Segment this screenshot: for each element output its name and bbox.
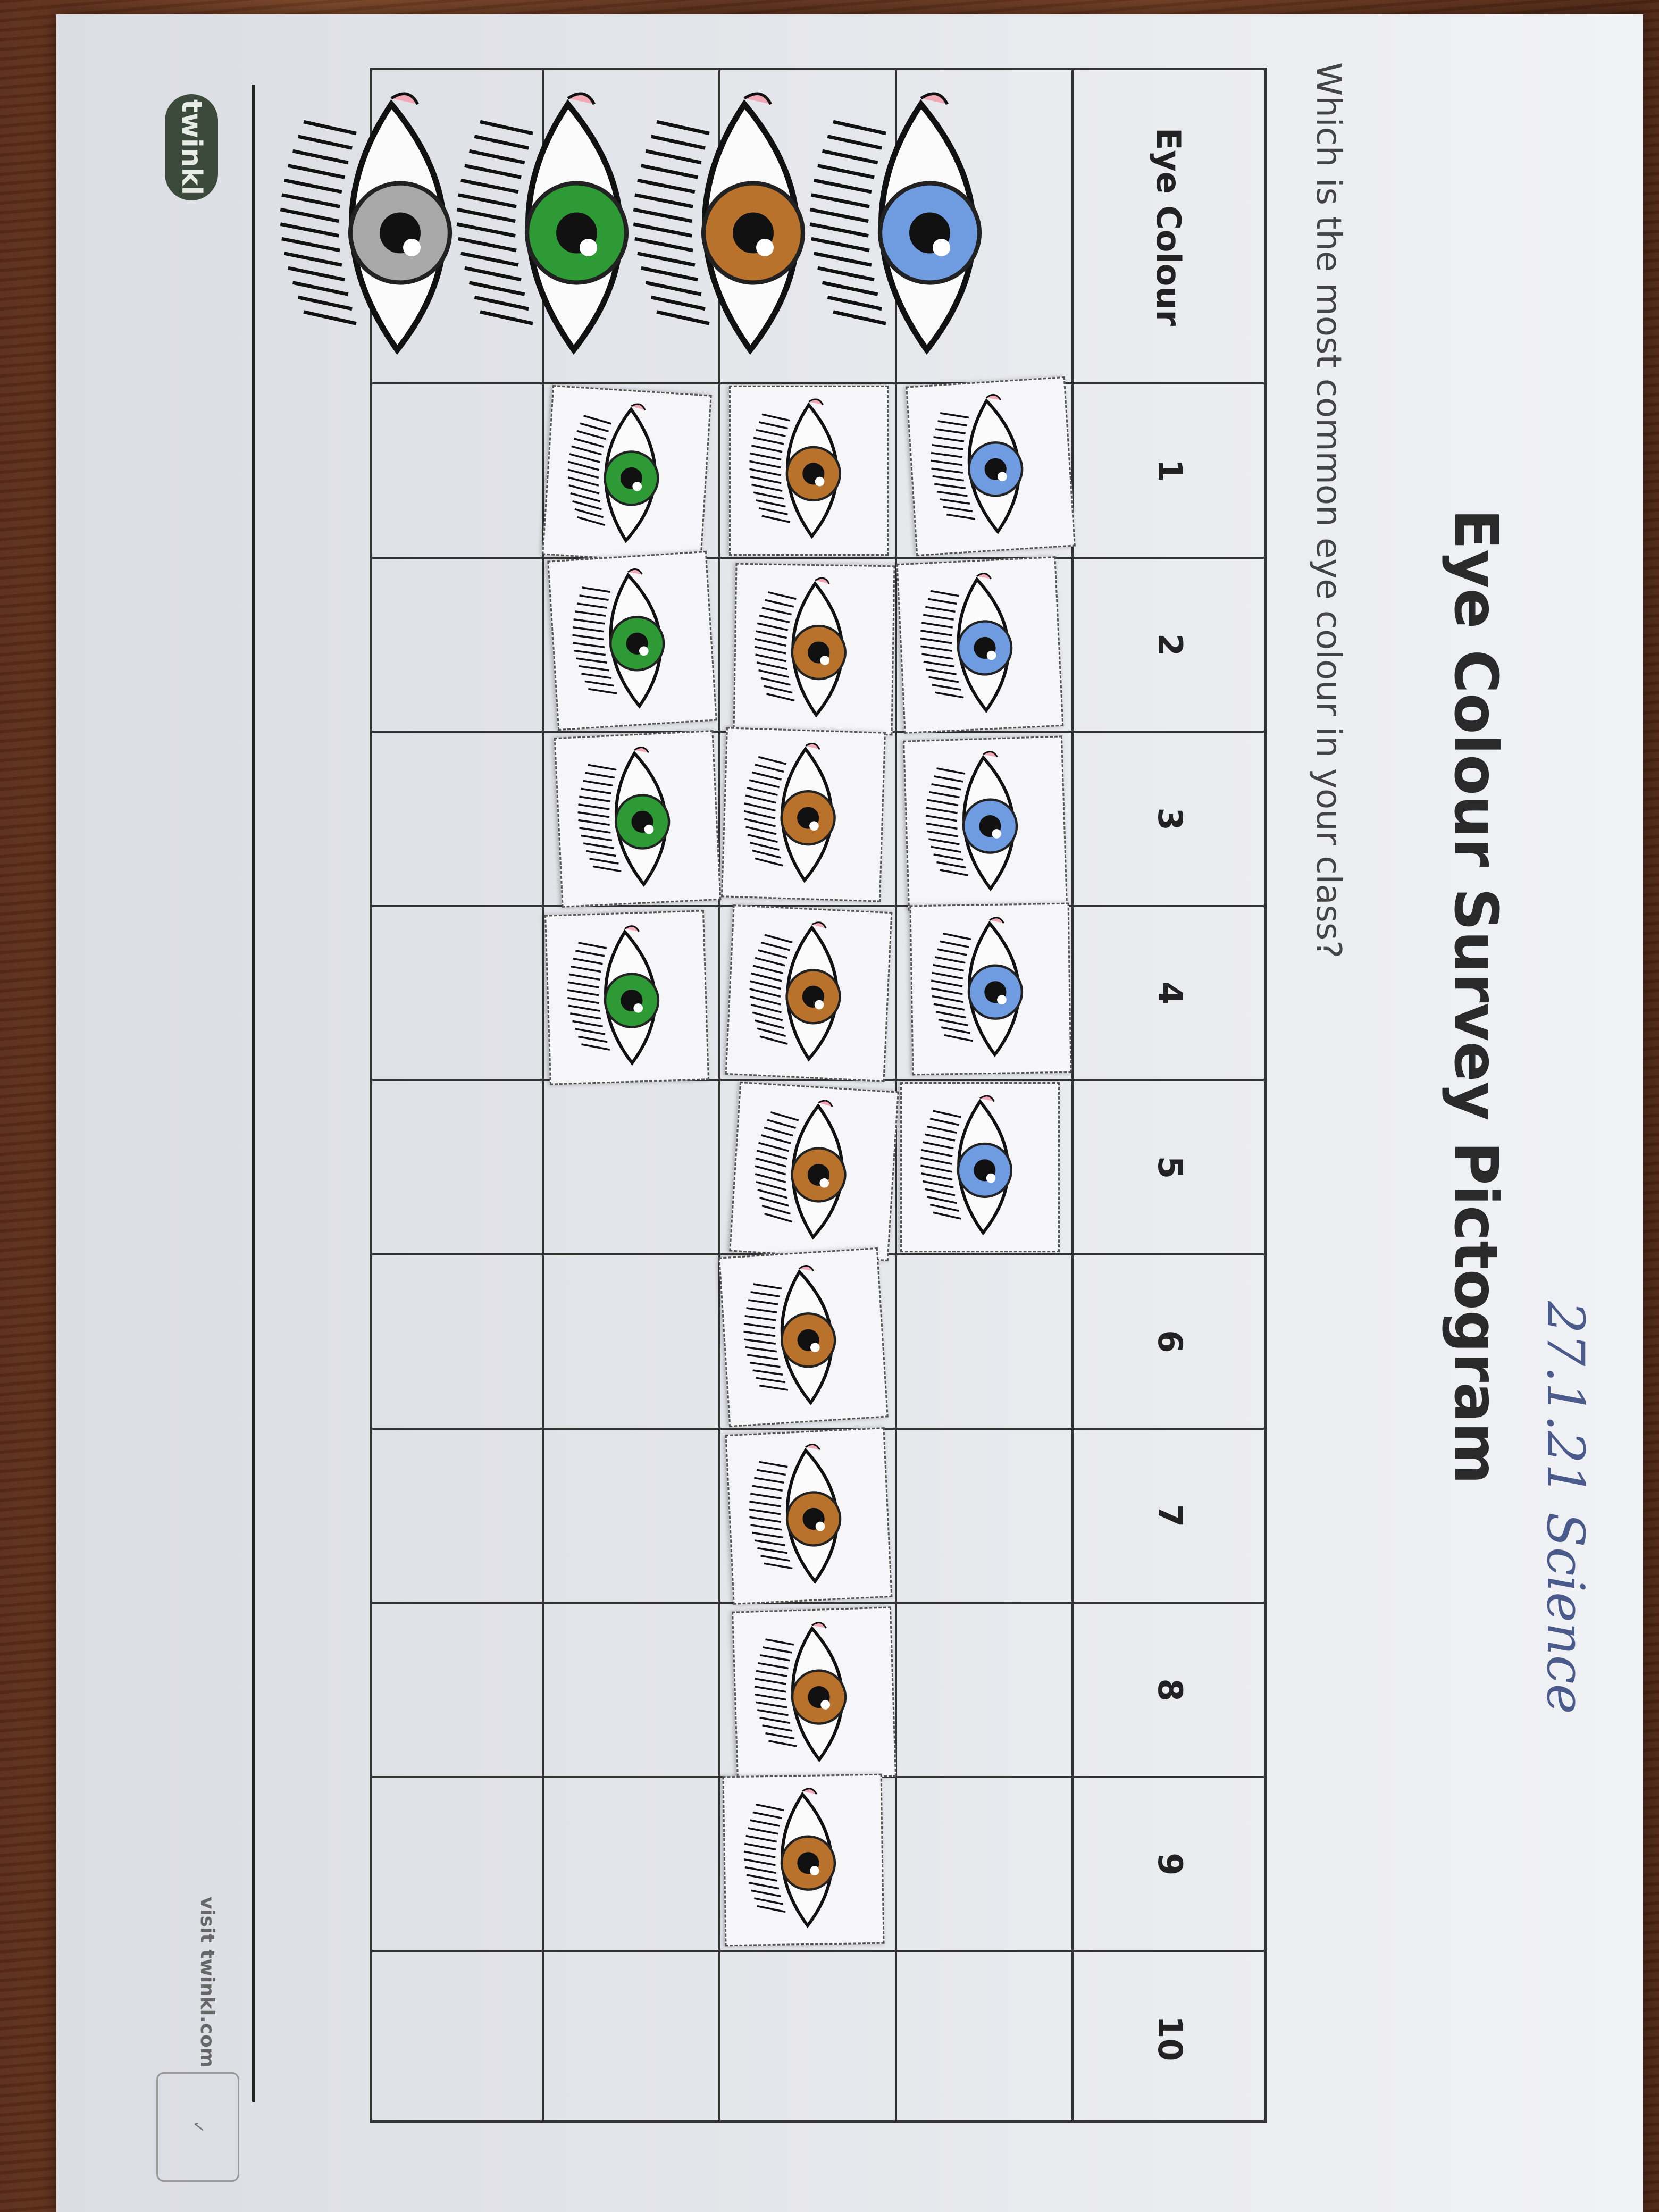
- column-number-label: 4: [1151, 982, 1189, 1005]
- blue-eye-sticker: [903, 735, 1068, 911]
- column-number-label: 8: [1151, 1678, 1189, 1702]
- footer-link: visit twinkl.com: [196, 1897, 218, 2068]
- column-number-label: 7: [1151, 1504, 1189, 1528]
- grid-column-line: [372, 1079, 1264, 1082]
- grey-eye-category-icon: [280, 81, 538, 373]
- blue-eye-sticker: [909, 902, 1072, 1076]
- brown-eye-sticker: [725, 1427, 893, 1605]
- grid-row-line: [1071, 70, 1074, 2120]
- column-number-label: 10: [1151, 2015, 1189, 2062]
- column-number-label: 1: [1151, 459, 1189, 482]
- column-number-label: 6: [1151, 1330, 1189, 1353]
- column-number-label: 5: [1151, 1155, 1189, 1179]
- worksheet: Eye Colour Survey Pictogram 27.1.21 Scie…: [56, 14, 1643, 2212]
- brown-eye-sticker: [732, 1606, 896, 1782]
- green-eye-sticker: [554, 730, 722, 908]
- column-number-label: 3: [1151, 807, 1189, 831]
- green-eye-sticker: [547, 550, 717, 731]
- grid-column-line: [372, 904, 1264, 907]
- brown-eye-sticker: [729, 386, 889, 556]
- grid-column-line: [372, 1950, 1264, 1953]
- grid-row-line: [542, 70, 544, 2120]
- blue-eye-category-icon: [809, 81, 1067, 373]
- twinkl-badge-icon: ✓: [156, 2072, 239, 2182]
- blue-eye-sticker: [900, 1082, 1060, 1253]
- brown-eye-sticker: [718, 1247, 889, 1428]
- grid-row-line: [718, 70, 720, 2120]
- grid-column-line: [372, 556, 1264, 559]
- blue-eye-sticker: [906, 376, 1076, 557]
- brown-eye-category-icon: [633, 81, 891, 373]
- divider-line: [252, 85, 255, 2102]
- grid-column-line: [372, 382, 1264, 384]
- column-number-label: 2: [1151, 633, 1189, 657]
- brown-eye-sticker: [722, 1773, 885, 1947]
- brown-eye-sticker: [725, 904, 893, 1082]
- handwritten-date-note: 27.1.21 Science: [1536, 1301, 1595, 1714]
- blue-eye-sticker: [896, 556, 1064, 734]
- pictogram-table: Eye Colour 1 2 3 4 5 6 7 8 9 10: [280, 68, 1267, 2123]
- eye-colour-header: Eye Colour: [1149, 127, 1188, 326]
- question-text: Which is the most common eye colour in y…: [1309, 62, 1348, 959]
- brown-eye-sticker: [733, 563, 895, 735]
- brown-eye-sticker: [729, 1082, 899, 1262]
- page-title: Eye Colour Survey Pictogram: [1441, 509, 1510, 1485]
- twinkl-logo: twinkl: [165, 94, 218, 200]
- brown-eye-sticker: [721, 727, 886, 902]
- green-eye-category-icon: [456, 81, 714, 373]
- green-eye-sticker: [544, 910, 709, 1085]
- green-eye-sticker: [542, 384, 712, 565]
- grid-column-line: [372, 1602, 1264, 1604]
- column-number-label: 9: [1151, 1853, 1189, 1876]
- grid-column-line: [372, 1427, 1264, 1430]
